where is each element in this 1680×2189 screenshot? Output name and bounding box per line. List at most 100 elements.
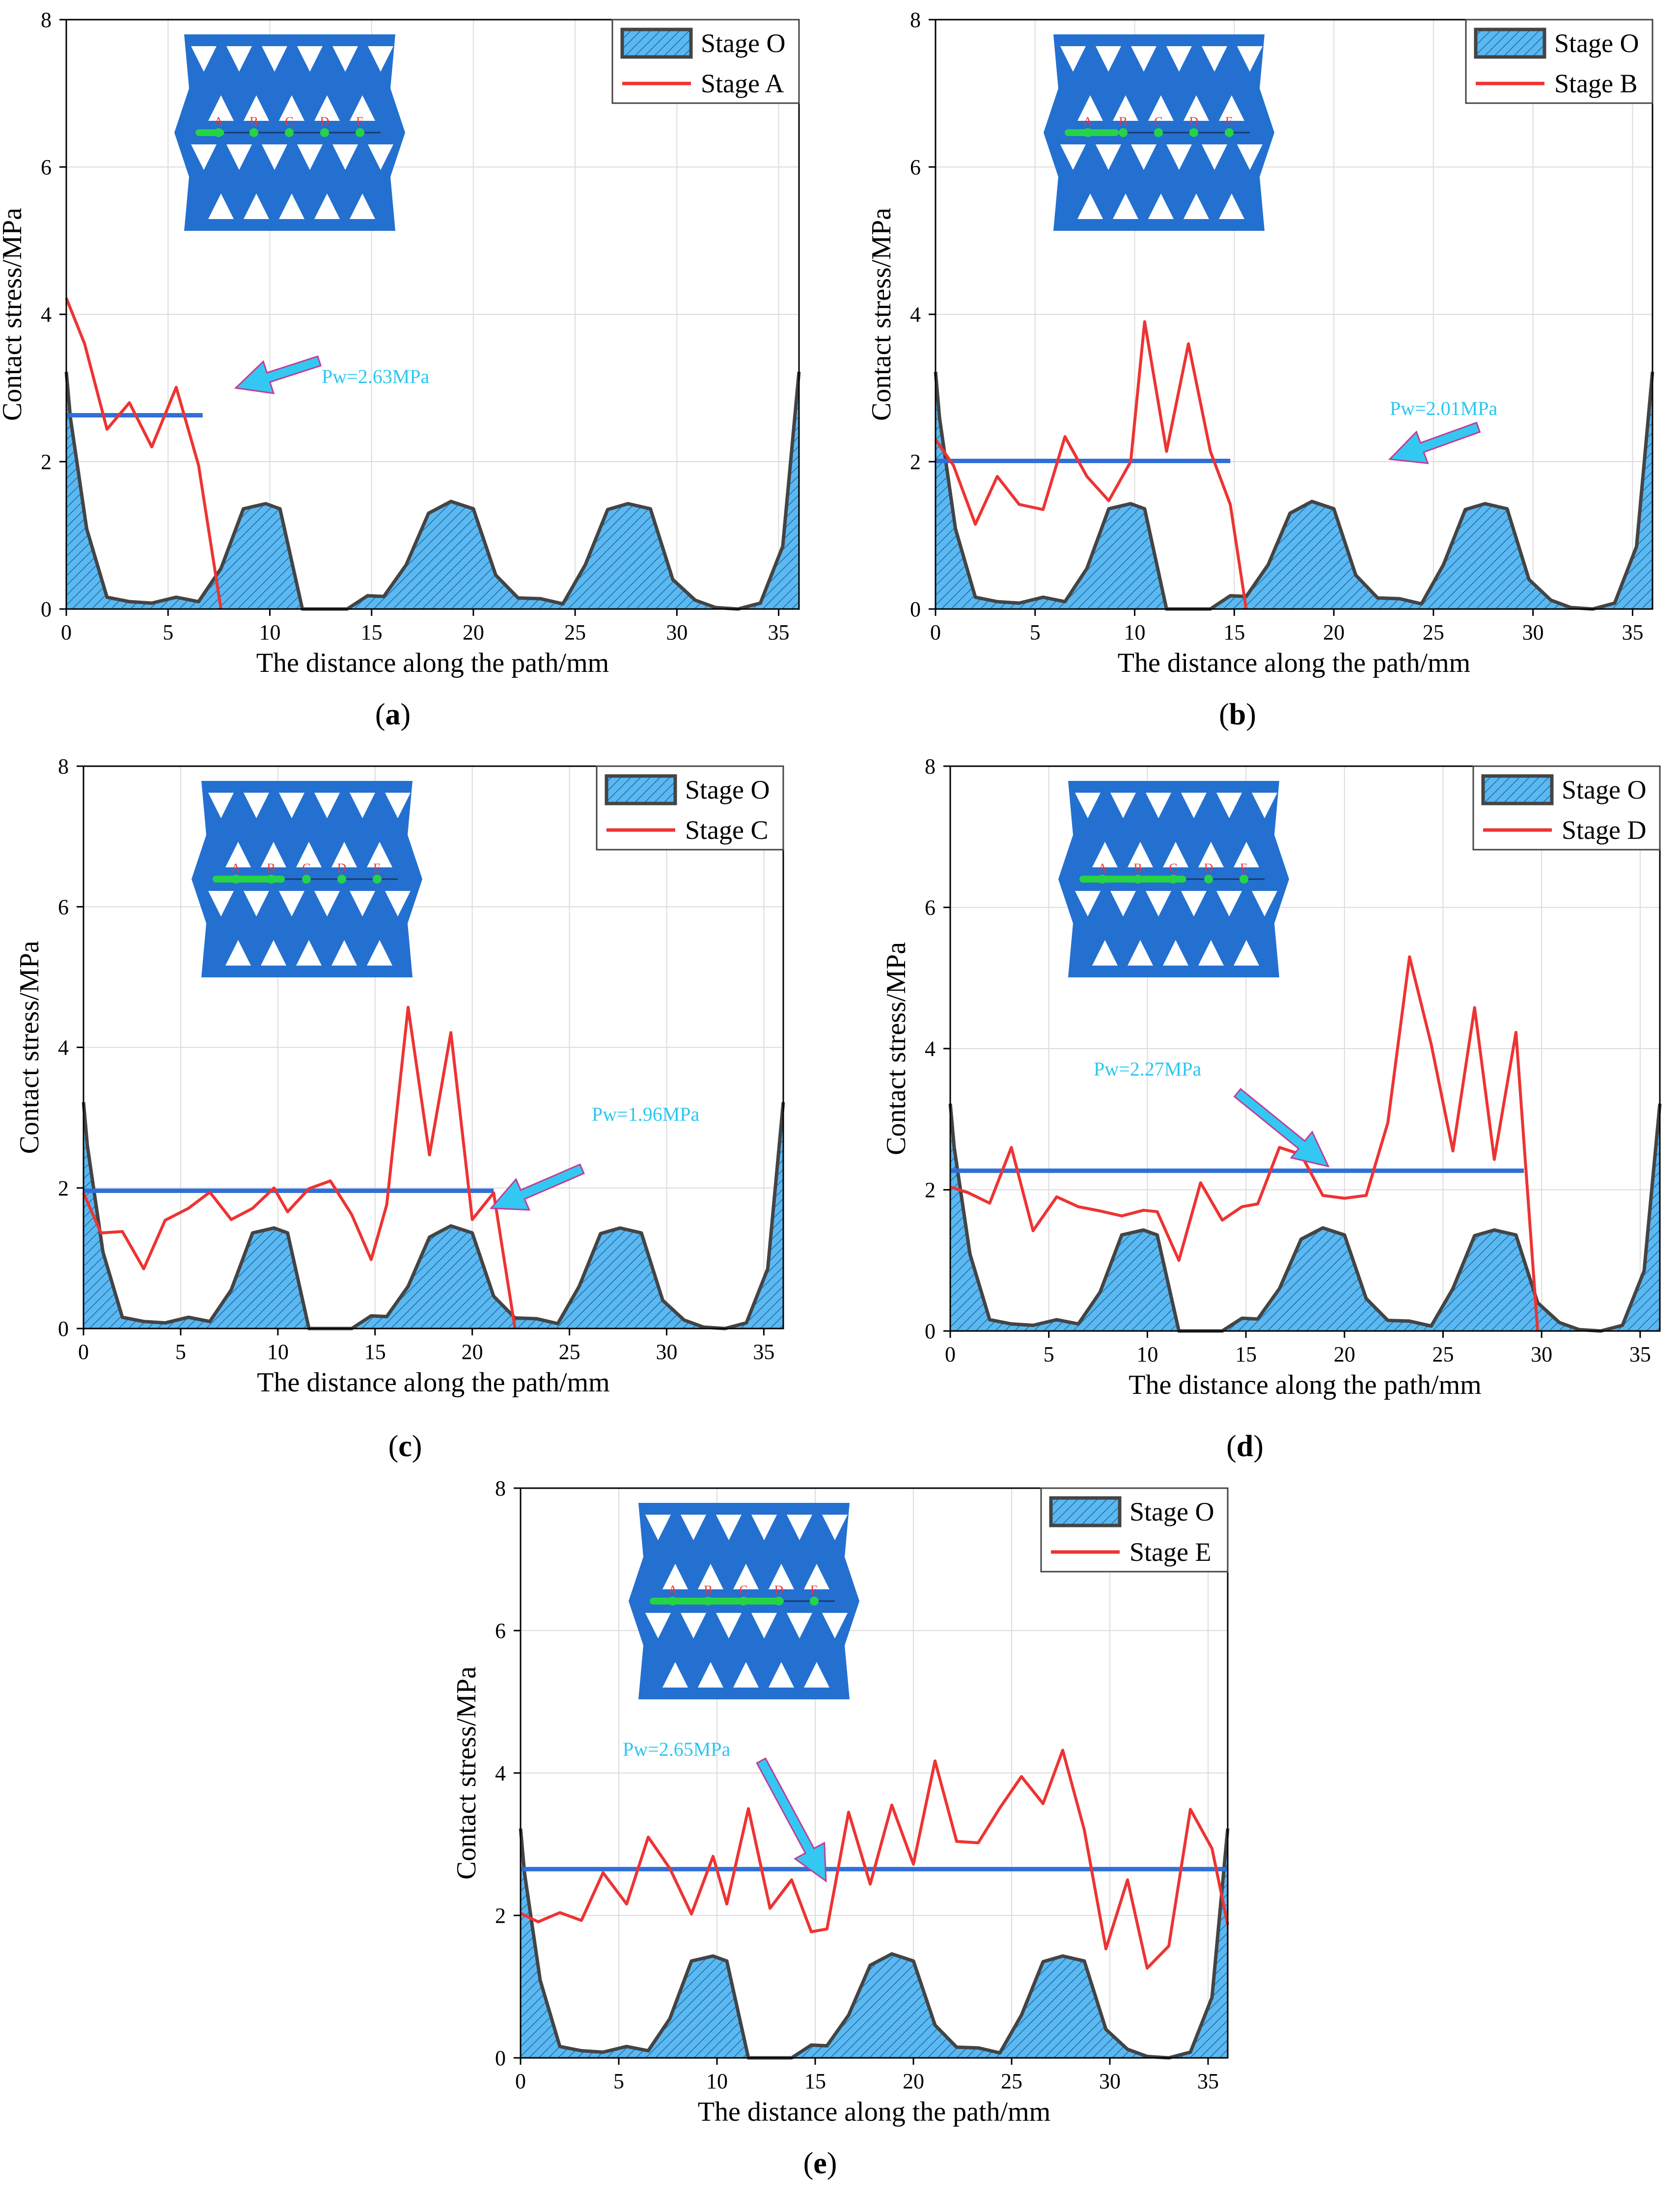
lattice-hole (804, 1564, 829, 1589)
lattice-hole (1219, 194, 1244, 219)
lattice-hole (208, 891, 234, 916)
lattice-hole (681, 1613, 706, 1638)
inset-point (1119, 128, 1128, 137)
x-tick-label: 5 (613, 2069, 624, 2093)
lattice-hole (1092, 842, 1118, 867)
y-tick-label: 8 (925, 754, 936, 778)
x-tick-label: 20 (1334, 1342, 1355, 1366)
y-tick-label: 4 (58, 1036, 69, 1060)
inset-point-label: A (231, 861, 241, 875)
lattice-hole (1092, 940, 1118, 966)
inset-point-label: D (1189, 114, 1199, 129)
x-tick-label: 15 (804, 2069, 826, 2093)
x-axis-title: The distance along the path/mm (257, 1367, 609, 1398)
legend-label-stage-red: Stage A (701, 69, 784, 98)
lattice-hole (279, 194, 304, 219)
lattice-hole (1113, 95, 1138, 121)
lattice-hole (1148, 95, 1174, 121)
lattice-hole (368, 46, 393, 72)
inset-point-label: B (1119, 114, 1127, 129)
lattice-hole (662, 1662, 688, 1688)
lattice-hole (1237, 46, 1263, 72)
legend-label-stage-o: Stage O (1129, 1497, 1214, 1526)
inset-point (1189, 128, 1198, 137)
y-tick-label: 0 (41, 597, 52, 621)
caption-b: (b) (1219, 698, 1256, 731)
ticks-d: 0 5 10 15 20 25 30 35 0 2 4 6 8 (925, 754, 1651, 1366)
x-tick-label: 5 (175, 1340, 186, 1364)
x-tick-label: 30 (656, 1340, 678, 1364)
pw-arrow-shape (1388, 421, 1481, 464)
inset-point-label: B (267, 861, 275, 875)
caption-c: (c) (388, 1430, 422, 1463)
y-tick-label: 2 (41, 450, 52, 474)
legend: Stage O Stage E (1040, 1487, 1229, 1573)
lattice-hole (1128, 842, 1153, 867)
lattice-hole (822, 1613, 848, 1638)
lattice-hole (1060, 46, 1086, 72)
inset-point-label: C (739, 1583, 747, 1597)
lattice-hole (822, 1515, 848, 1540)
inset-point (1169, 875, 1178, 884)
stage-red-line (934, 320, 1248, 610)
lattice-hole (331, 940, 357, 966)
ticks-a: 0 5 10 15 20 25 30 35 0 2 4 6 8 (41, 8, 790, 644)
inset-lattice: A B C D E (192, 781, 422, 977)
chart-b-svg: 0 5 10 15 20 25 30 35 0 2 4 6 8 The distance along th… (866, 8, 1654, 678)
lattice-hole (262, 46, 287, 72)
lattice-hole (314, 891, 340, 916)
x-tick-label: 15 (361, 620, 383, 644)
inset-point-label: B (704, 1583, 712, 1597)
y-axis-title: Contact stress/MPa (866, 208, 897, 421)
lattice-hole (1198, 940, 1224, 966)
x-tick-label: 10 (1136, 1342, 1158, 1366)
lattice-hole (1113, 194, 1138, 219)
lattice-hole (1166, 144, 1192, 170)
x-tick-label: 5 (1030, 620, 1041, 644)
inset-point-label: C (1154, 114, 1162, 129)
inset-point (1239, 875, 1248, 884)
chart-panel-b: 0 5 10 15 20 25 30 35 0 2 4 6 8 The distance along th… (866, 0, 1680, 737)
lattice-hole (787, 1613, 812, 1638)
y-tick-label: 0 (925, 1319, 936, 1343)
inset-point (1204, 875, 1213, 884)
lattice-hole (1131, 144, 1157, 170)
lattice-hole (1252, 793, 1277, 818)
x-tick-label: 25 (559, 1340, 580, 1364)
pw-label: Pw=2.27MPa (1094, 1058, 1202, 1080)
lattice-hole (296, 940, 322, 966)
lattice-hole (350, 95, 375, 121)
inset-point-label: E (1240, 861, 1248, 875)
lattice-hole (1216, 793, 1242, 818)
inset-point (356, 128, 364, 137)
legend-label-stage-red: Stage C (685, 815, 769, 845)
lattice-hole (314, 95, 340, 121)
x-tick-label: 10 (259, 620, 280, 644)
stage-red-line (950, 955, 1540, 1331)
lattice-hole (385, 891, 411, 916)
pw-arrow-shape (489, 1163, 585, 1211)
lattice-hole (208, 194, 234, 219)
lattice-hole (1077, 95, 1103, 121)
legend: Stage O Stage A (611, 19, 800, 104)
x-tick-label: 15 (364, 1340, 386, 1364)
legend-swatch-stage-o (1049, 1496, 1122, 1527)
lattice-hole (297, 46, 323, 72)
inset-point (1133, 875, 1142, 884)
lattice-hole (367, 940, 392, 966)
lattice-hole (226, 144, 252, 170)
inset-point (373, 875, 382, 884)
y-axis-title: Contact stress/MPa (451, 1666, 482, 1880)
x-tick-label: 30 (1099, 2069, 1121, 2093)
lattice-hole (279, 793, 304, 818)
lattice-hole (769, 1662, 794, 1688)
y-tick-label: 2 (925, 1178, 936, 1202)
lattice-hole (1237, 144, 1263, 170)
y-tick-label: 6 (910, 155, 921, 179)
lattice-hole (769, 1564, 794, 1589)
inset-point (1083, 128, 1092, 137)
inset-point (1225, 128, 1234, 137)
y-tick-label: 0 (495, 2046, 506, 2070)
x-tick-label: 30 (1531, 1342, 1552, 1366)
stage-o-outline (948, 1103, 1662, 1333)
